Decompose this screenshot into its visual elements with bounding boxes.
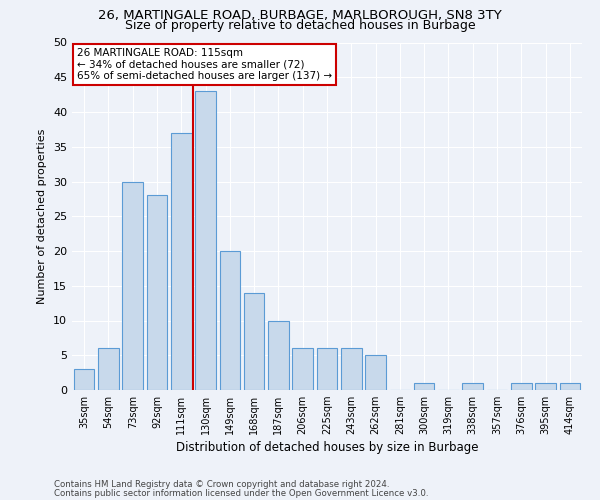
Text: 26, MARTINGALE ROAD, BURBAGE, MARLBOROUGH, SN8 3TY: 26, MARTINGALE ROAD, BURBAGE, MARLBOROUG… xyxy=(98,9,502,22)
Y-axis label: Number of detached properties: Number of detached properties xyxy=(37,128,47,304)
Bar xyxy=(414,383,434,390)
Bar xyxy=(292,348,313,390)
Text: Size of property relative to detached houses in Burbage: Size of property relative to detached ho… xyxy=(125,18,475,32)
Bar xyxy=(535,383,556,390)
Bar xyxy=(560,383,580,390)
Bar xyxy=(74,369,94,390)
Bar xyxy=(220,251,240,390)
X-axis label: Distribution of detached houses by size in Burbage: Distribution of detached houses by size … xyxy=(176,442,478,454)
Bar xyxy=(365,355,386,390)
Bar xyxy=(122,182,143,390)
Bar xyxy=(146,196,167,390)
Bar xyxy=(244,292,265,390)
Text: Contains HM Land Registry data © Crown copyright and database right 2024.: Contains HM Land Registry data © Crown c… xyxy=(54,480,389,489)
Text: Contains public sector information licensed under the Open Government Licence v3: Contains public sector information licen… xyxy=(54,488,428,498)
Bar xyxy=(268,320,289,390)
Bar xyxy=(463,383,483,390)
Bar xyxy=(195,91,216,390)
Text: 26 MARTINGALE ROAD: 115sqm
← 34% of detached houses are smaller (72)
65% of semi: 26 MARTINGALE ROAD: 115sqm ← 34% of deta… xyxy=(77,48,332,81)
Bar xyxy=(511,383,532,390)
Bar xyxy=(98,348,119,390)
Bar xyxy=(317,348,337,390)
Bar xyxy=(171,133,191,390)
Bar xyxy=(341,348,362,390)
